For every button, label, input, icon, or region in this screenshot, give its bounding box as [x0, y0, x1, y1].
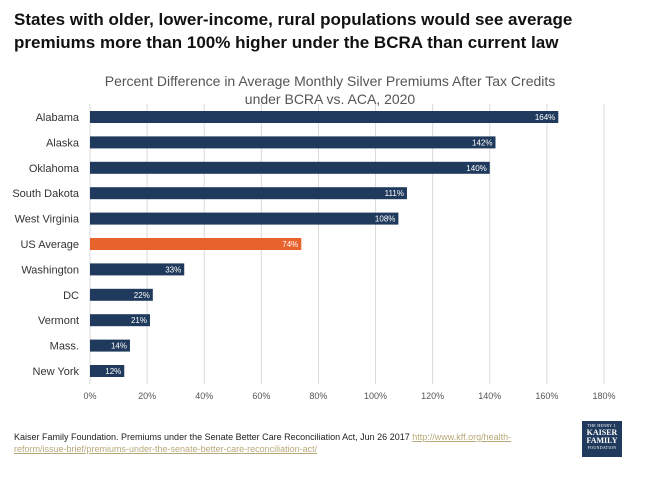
category-label: Alaska [46, 137, 80, 149]
bar [90, 288, 153, 301]
x-tick-label: 120% [421, 391, 444, 401]
data-label: 111% [385, 189, 404, 198]
chart-title-line-2: under BCRA vs. ACA, 2020 [244, 91, 416, 107]
data-label: 140% [466, 164, 486, 173]
x-tick-label: 140% [478, 391, 501, 401]
category-label: Mass. [50, 341, 79, 353]
x-tick-label: 100% [364, 391, 387, 401]
chart-title-line-1: Percent Difference in Average Monthly Si… [104, 73, 556, 89]
bar [90, 238, 302, 250]
headline-line-1: States with older, lower-income, rural p… [14, 10, 573, 29]
x-tick-label: 180% [592, 391, 615, 401]
x-tick-label: 160% [535, 391, 558, 401]
data-label: 108% [375, 215, 395, 224]
x-tick-label: 0% [83, 391, 96, 401]
data-label: 21% [131, 316, 147, 325]
bar [90, 339, 130, 352]
bar [90, 136, 496, 149]
data-label: 164% [535, 113, 555, 122]
bar [90, 365, 125, 377]
data-label: 12% [105, 367, 121, 376]
bar [90, 111, 559, 123]
bar [90, 314, 150, 327]
logo-line-2: KAISER [586, 428, 618, 437]
category-label: Vermont [38, 315, 79, 327]
chart-title: Percent Difference in Average Monthly Si… [60, 72, 600, 108]
category-label: South Dakota [12, 188, 80, 200]
x-tick-label: 60% [252, 391, 270, 401]
bar [90, 263, 185, 276]
headline: States with older, lower-income, rural p… [14, 8, 634, 54]
data-label: 142% [472, 138, 492, 147]
source-text: Kaiser Family Foundation. Premiums under… [14, 432, 413, 442]
data-label: 33% [165, 265, 181, 274]
bar [90, 161, 490, 174]
kff-logo: THE HENRY J. KAISER FAMILY FOUNDATION [582, 421, 622, 457]
category-label: Oklahoma [29, 163, 80, 175]
bar-chart: 0% 20% 40% 60% 80% 100% 120% 140% 160% 180% Alabam… [12, 104, 616, 401]
category-label: Washington [21, 264, 79, 276]
x-tick-label: 20% [138, 391, 156, 401]
headline-line-2: premiums more than 100% higher under the… [14, 33, 559, 52]
category-label: West Virginia [15, 214, 80, 226]
category-label: DC [63, 290, 79, 302]
logo-line-4: FOUNDATION [587, 445, 617, 450]
x-tick-label: 40% [195, 391, 213, 401]
bar [90, 212, 399, 225]
source-note: Kaiser Family Foundation. Premiums under… [14, 431, 559, 455]
category-label: Alabama [36, 112, 80, 124]
category-label: New York [33, 366, 80, 378]
data-label: 74% [282, 240, 298, 249]
source-link-part-2[interactable]: reform/issue-brief/premiums-under-the-se… [14, 444, 318, 454]
source-link-part-1[interactable]: http://www.kff.org/health- [412, 432, 512, 442]
logo-line-1: THE HENRY J. [587, 423, 617, 428]
category-label: US Average [20, 239, 79, 251]
data-label: 22% [134, 291, 150, 300]
bar [90, 187, 407, 200]
data-label: 14% [111, 342, 127, 351]
logo-line-3: FAMILY [586, 436, 618, 445]
x-tick-label: 80% [309, 391, 327, 401]
